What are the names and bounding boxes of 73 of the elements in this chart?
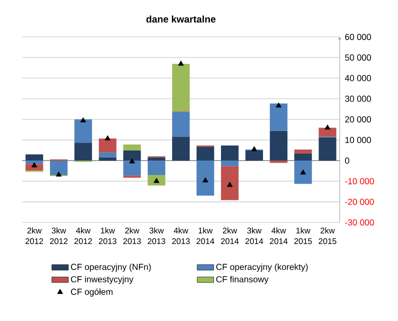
bar bbox=[245, 150, 264, 161]
point bbox=[324, 124, 330, 130]
bar bbox=[270, 104, 288, 132]
bar bbox=[26, 160, 44, 164]
point bbox=[178, 60, 184, 66]
x-tick-label: 3kw 2013 bbox=[148, 228, 166, 244]
bar bbox=[123, 150, 141, 161]
y-tick-label: 40 000 bbox=[344, 75, 372, 82]
bar bbox=[148, 175, 166, 186]
y-tick-label: 50 000 bbox=[345, 54, 372, 61]
bar bbox=[220, 166, 239, 200]
point bbox=[129, 158, 135, 164]
y-tick-label: 20 000 bbox=[345, 116, 372, 123]
bar bbox=[148, 158, 166, 161]
bar bbox=[148, 160, 166, 176]
point bbox=[31, 162, 38, 168]
y-tick-label: 0 bbox=[345, 158, 350, 164]
legend-label: CF operacyjny (NFn) bbox=[70, 264, 151, 272]
bar bbox=[220, 160, 239, 166]
bar bbox=[74, 142, 92, 161]
x-tick-label: 3kw 2012 bbox=[50, 228, 68, 244]
bar bbox=[26, 154, 44, 161]
bar bbox=[123, 160, 141, 176]
x-tick-label: 4kw 2013 bbox=[172, 228, 190, 244]
point bbox=[276, 102, 282, 108]
bar bbox=[50, 160, 68, 176]
y-tick-label: -10 000 bbox=[345, 178, 374, 185]
y-tick-label: -30 000 bbox=[345, 220, 374, 226]
bar bbox=[318, 128, 336, 137]
x-tick-label: 3kw 2014 bbox=[245, 228, 264, 244]
bar bbox=[98, 158, 116, 161]
bar bbox=[294, 160, 312, 184]
bar bbox=[318, 138, 336, 161]
y-tick-label: 60 000 bbox=[345, 34, 372, 40]
bar bbox=[196, 160, 214, 196]
bar bbox=[74, 120, 92, 143]
bar bbox=[220, 146, 239, 161]
chart-title: dane kwartalne bbox=[146, 16, 216, 23]
point bbox=[226, 182, 233, 188]
point bbox=[104, 135, 110, 141]
x-tick-label: 4kw 2012 bbox=[74, 228, 92, 244]
y-tick-label: 10 000 bbox=[345, 137, 372, 144]
bar bbox=[196, 146, 214, 161]
point bbox=[202, 178, 208, 183]
x-tick-label: 2kw 2014 bbox=[221, 228, 239, 244]
x-tick-label: 1kw 2013 bbox=[98, 228, 116, 244]
x-tick-label: 2kw 2013 bbox=[123, 228, 141, 244]
bar bbox=[98, 138, 116, 153]
x-tick-label: 1kw 2014 bbox=[196, 228, 214, 244]
x-tick-label: 2kw 2012 bbox=[26, 228, 44, 244]
legend-label: CF operacyjny (korekty) bbox=[216, 264, 308, 272]
bar bbox=[98, 152, 116, 158]
bar bbox=[172, 64, 190, 112]
bar bbox=[123, 144, 141, 151]
bar bbox=[294, 150, 312, 154]
bar bbox=[172, 136, 190, 161]
bar bbox=[270, 160, 288, 164]
bar bbox=[270, 131, 288, 161]
y-tick-label: -20 000 bbox=[345, 198, 374, 206]
bar bbox=[172, 112, 190, 137]
y-tick-label: 30 000 bbox=[345, 96, 372, 102]
point bbox=[80, 118, 86, 123]
point bbox=[251, 146, 258, 152]
point bbox=[154, 178, 160, 184]
legend-label: CF finansowy bbox=[216, 276, 269, 284]
point bbox=[56, 172, 62, 177]
point bbox=[300, 170, 306, 175]
legend-label: CF inwestycyjny bbox=[70, 276, 134, 284]
x-tick-label: 1kw 2015 bbox=[294, 228, 312, 244]
legend-label: CF ogółem bbox=[70, 288, 113, 297]
x-tick-label: 4kw 2014 bbox=[270, 228, 288, 244]
bar bbox=[294, 154, 312, 161]
x-tick-label: 2kw 2015 bbox=[318, 228, 336, 244]
